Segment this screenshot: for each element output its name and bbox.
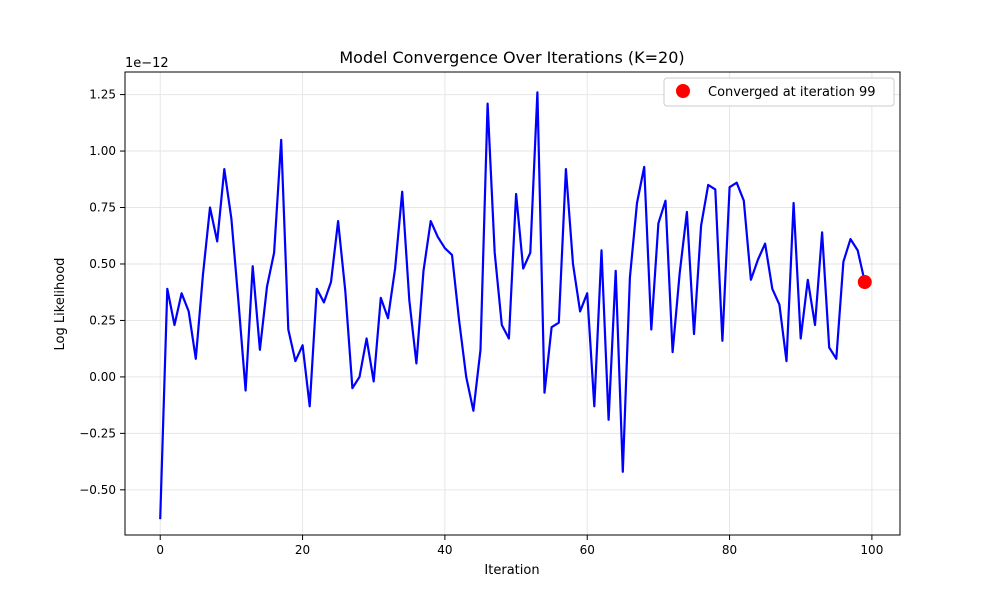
axis-ticks: 0 20 40 60 80 100 −0.50 −0.25 0.00 0.25 0.50 0.75 1.… [79, 88, 883, 557]
legend: Converged at iteration 99 [663, 77, 895, 107]
x-axis-label: Iteration [484, 563, 539, 578]
x-tick-label: 60 [580, 543, 595, 557]
y-tick-label: 0.25 [89, 313, 116, 327]
y-tick-label: 1.00 [89, 144, 116, 158]
y-tick-label: 0.75 [89, 201, 116, 215]
y-tick-label: 1.25 [89, 88, 116, 102]
legend-marker [676, 84, 690, 98]
plot-frame [124, 71, 901, 536]
y-tick-label: 0.00 [89, 370, 116, 384]
y-offset-label: 1e−12 [125, 56, 169, 71]
legend-box [663, 77, 895, 107]
y-tick-label: −0.25 [79, 426, 116, 440]
x-tick-label: 0 [156, 543, 164, 557]
y-tick-label: −0.50 [79, 483, 116, 497]
chart-title: Model Convergence Over Iterations (K=20) [339, 48, 684, 67]
series-line [159, 91, 866, 520]
convergence-point [857, 275, 872, 290]
x-tick-label: 80 [722, 543, 737, 557]
y-axis-label: Log Likelihood [53, 258, 68, 351]
x-tick-label: 100 [860, 543, 883, 557]
legend-label: Converged at iteration 99 [708, 85, 876, 100]
x-tick-label: 20 [295, 543, 310, 557]
x-tick-label: 40 [437, 543, 452, 557]
y-tick-label: 0.50 [89, 257, 116, 271]
